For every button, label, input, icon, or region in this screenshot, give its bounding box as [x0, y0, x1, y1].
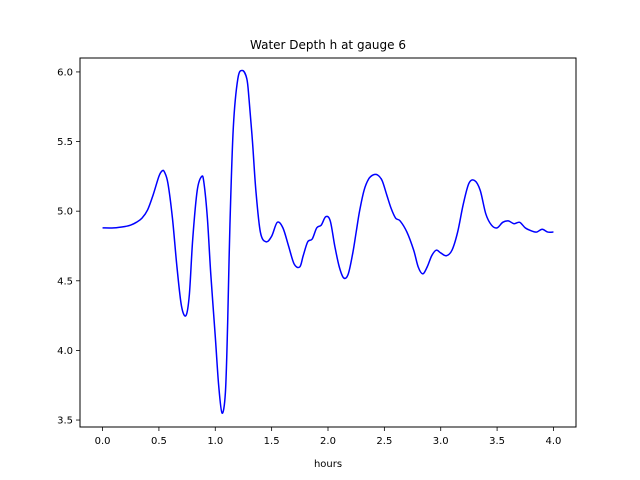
x-tick-label: 3.5 [489, 436, 505, 447]
x-tick-label: 2.0 [320, 436, 336, 447]
y-tick-label: 5.5 [57, 137, 73, 148]
x-tick-label: 4.0 [546, 436, 562, 447]
x-tick-label: 0.0 [95, 436, 111, 447]
y-tick-label: 4.5 [57, 276, 73, 287]
y-tick-label: 3.5 [57, 416, 73, 427]
y-tick-label: 5.0 [57, 207, 73, 218]
chart-title: Water Depth h at gauge 6 [250, 38, 406, 52]
x-axis-label: hours [314, 459, 342, 470]
x-axis: 0.0 0.5 1.0 1.5 2.0 2.5 3.0 3.5 4.0 [95, 427, 562, 447]
x-tick-label: 1.5 [264, 436, 280, 447]
y-axis: 3.5 4.0 4.5 5.0 5.5 6.0 [57, 67, 80, 427]
y-tick-label: 4.0 [57, 346, 73, 357]
x-tick-label: 0.5 [151, 436, 167, 447]
x-tick-label: 1.0 [207, 436, 223, 447]
series-line [102, 69, 554, 414]
x-tick-label: 2.5 [376, 436, 392, 447]
x-tick-label: 3.0 [433, 436, 449, 447]
plot-area [102, 69, 554, 414]
y-tick-label: 6.0 [57, 67, 73, 78]
